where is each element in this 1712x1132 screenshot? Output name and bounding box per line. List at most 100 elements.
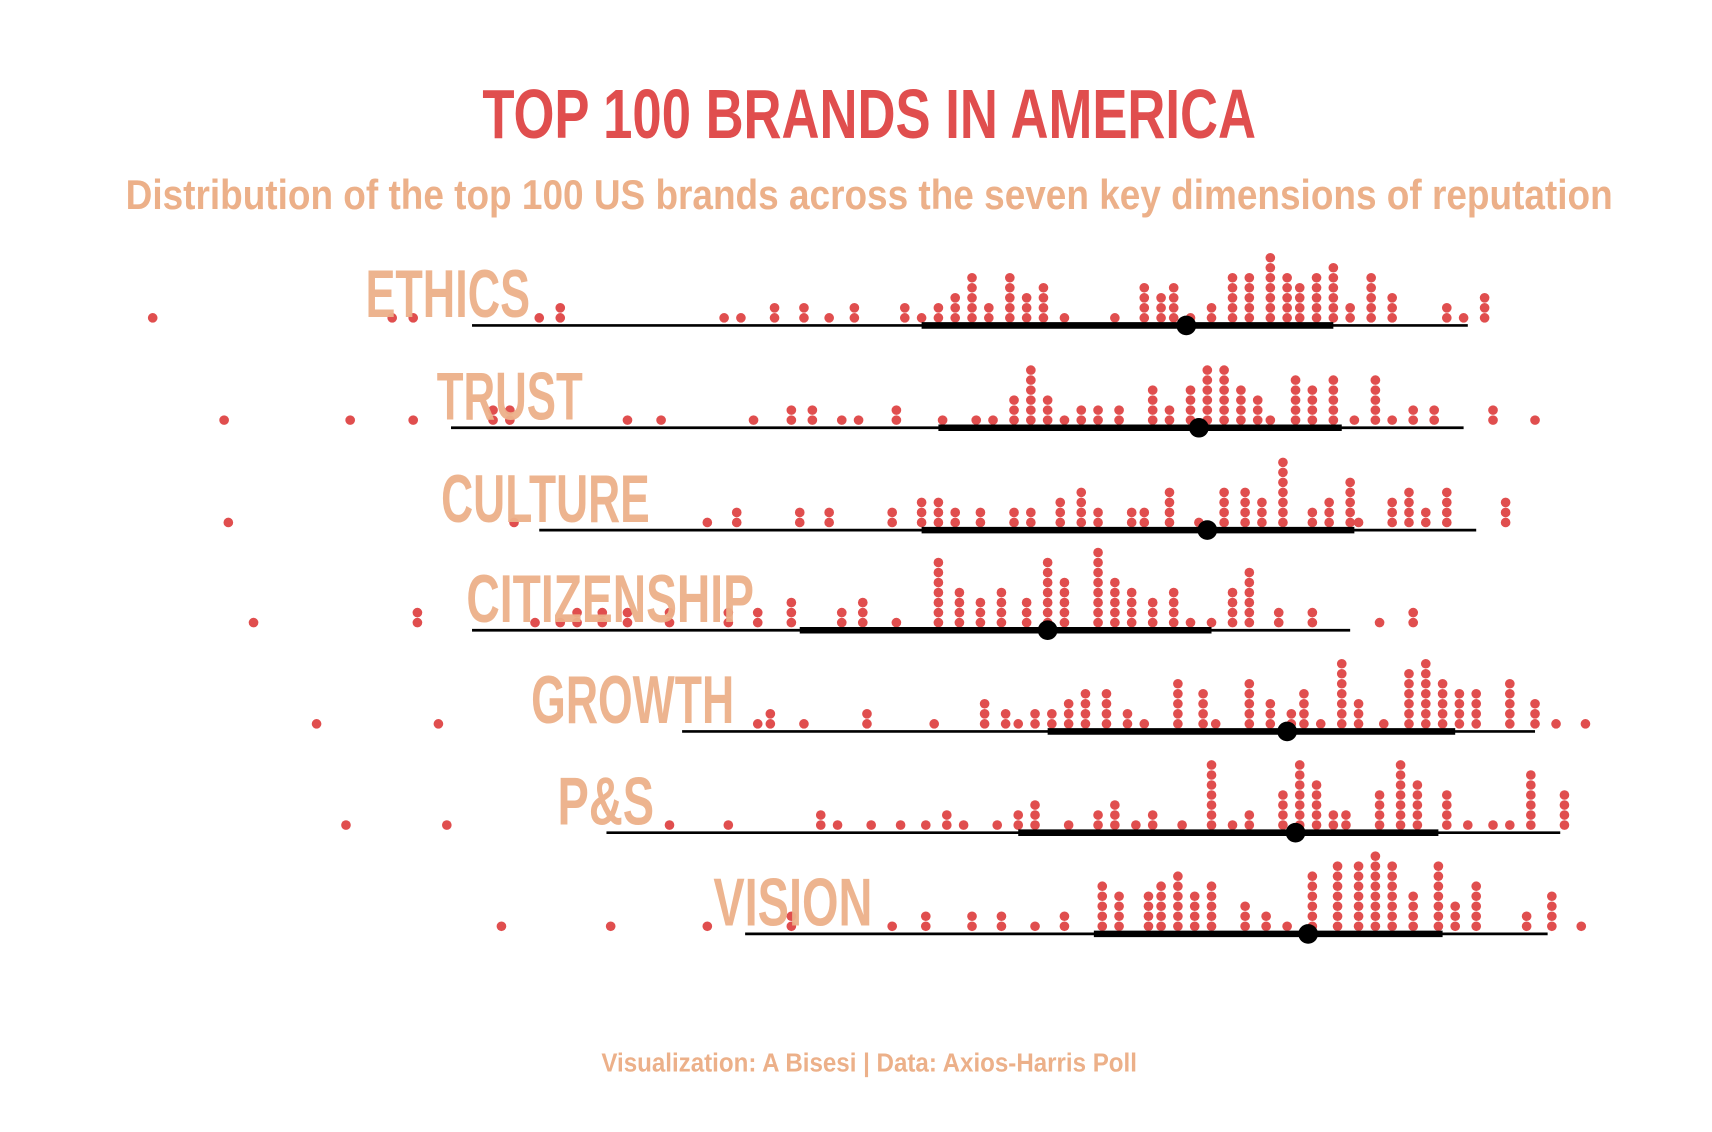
dot	[1370, 395, 1381, 405]
dot	[1173, 871, 1183, 882]
dot	[1265, 415, 1276, 425]
dot	[597, 607, 608, 618]
dot	[1206, 617, 1217, 628]
dot	[1093, 567, 1103, 578]
dot	[1420, 507, 1431, 518]
dot	[1294, 780, 1305, 790]
dot	[1441, 303, 1452, 313]
dot	[1488, 405, 1498, 415]
dot	[1227, 587, 1238, 598]
dot	[799, 313, 809, 323]
dot	[1009, 507, 1019, 518]
dot	[1408, 617, 1419, 628]
dot	[1206, 790, 1217, 800]
median-point	[1197, 520, 1218, 540]
dot	[1139, 303, 1150, 313]
dot	[1173, 891, 1183, 902]
dot	[1353, 517, 1364, 528]
dot	[1404, 719, 1414, 729]
dot	[1026, 405, 1036, 415]
dot	[1345, 313, 1355, 323]
dot	[1387, 921, 1398, 932]
dot	[996, 587, 1007, 598]
dot	[1198, 688, 1208, 699]
dot	[1433, 861, 1444, 871]
dot	[1374, 617, 1385, 628]
dot	[1126, 517, 1137, 528]
dot	[1042, 415, 1053, 425]
dot	[1059, 921, 1070, 932]
dot	[1420, 688, 1431, 699]
dot	[1324, 507, 1334, 518]
dot	[786, 405, 797, 415]
dot	[967, 921, 977, 932]
dot	[1328, 303, 1339, 313]
dot	[1042, 557, 1053, 568]
dot	[223, 517, 234, 528]
dot	[967, 293, 977, 303]
dot	[1026, 385, 1036, 395]
dot	[1265, 699, 1276, 709]
dot	[1441, 507, 1452, 518]
dot	[1526, 780, 1536, 790]
dot	[1450, 921, 1461, 932]
dot	[1278, 487, 1288, 498]
dot	[1038, 293, 1049, 303]
dot	[1009, 517, 1019, 528]
dot	[1336, 688, 1347, 699]
dot	[1349, 415, 1360, 425]
dot	[1097, 911, 1108, 922]
dot	[1454, 688, 1465, 699]
dot	[1198, 709, 1208, 719]
dot	[1282, 272, 1292, 283]
dot	[1021, 617, 1032, 628]
dot	[496, 921, 507, 932]
dot	[1353, 871, 1364, 882]
row	[248, 547, 1419, 641]
dot	[1026, 395, 1036, 405]
dot	[1076, 405, 1087, 415]
dot	[1126, 617, 1137, 628]
dot	[1206, 891, 1217, 902]
dot	[1433, 911, 1444, 922]
rows	[147, 252, 1591, 944]
dot	[1227, 272, 1238, 283]
dot	[1311, 810, 1322, 820]
dot	[1458, 313, 1469, 323]
dot	[765, 719, 776, 729]
dot	[950, 293, 961, 303]
dot	[866, 820, 877, 830]
dot	[752, 617, 763, 628]
dot	[1278, 820, 1288, 830]
dot	[1185, 385, 1196, 395]
dot	[1526, 810, 1536, 820]
dot	[1353, 911, 1364, 922]
dot	[1206, 760, 1217, 770]
dot	[1311, 790, 1322, 800]
dot	[1206, 313, 1217, 323]
dot	[1227, 313, 1238, 323]
dot	[1278, 497, 1288, 508]
dot	[1328, 313, 1339, 323]
dot	[1387, 911, 1398, 922]
dot	[1164, 517, 1175, 528]
dot	[1353, 921, 1364, 932]
dot	[311, 719, 322, 729]
dot	[853, 415, 864, 425]
dot	[1282, 283, 1292, 293]
dot	[1311, 283, 1322, 293]
dot	[1387, 497, 1398, 508]
dot	[1290, 385, 1301, 395]
dot	[1311, 800, 1322, 810]
dot	[941, 820, 952, 830]
dot	[1307, 415, 1318, 425]
dot	[1093, 820, 1103, 830]
dot	[1114, 901, 1124, 912]
dot	[1038, 303, 1049, 313]
dot	[1420, 719, 1431, 729]
dot	[1139, 313, 1150, 323]
dot	[1370, 911, 1381, 922]
dot	[786, 597, 797, 608]
dot	[752, 607, 763, 618]
dot	[1219, 487, 1229, 498]
